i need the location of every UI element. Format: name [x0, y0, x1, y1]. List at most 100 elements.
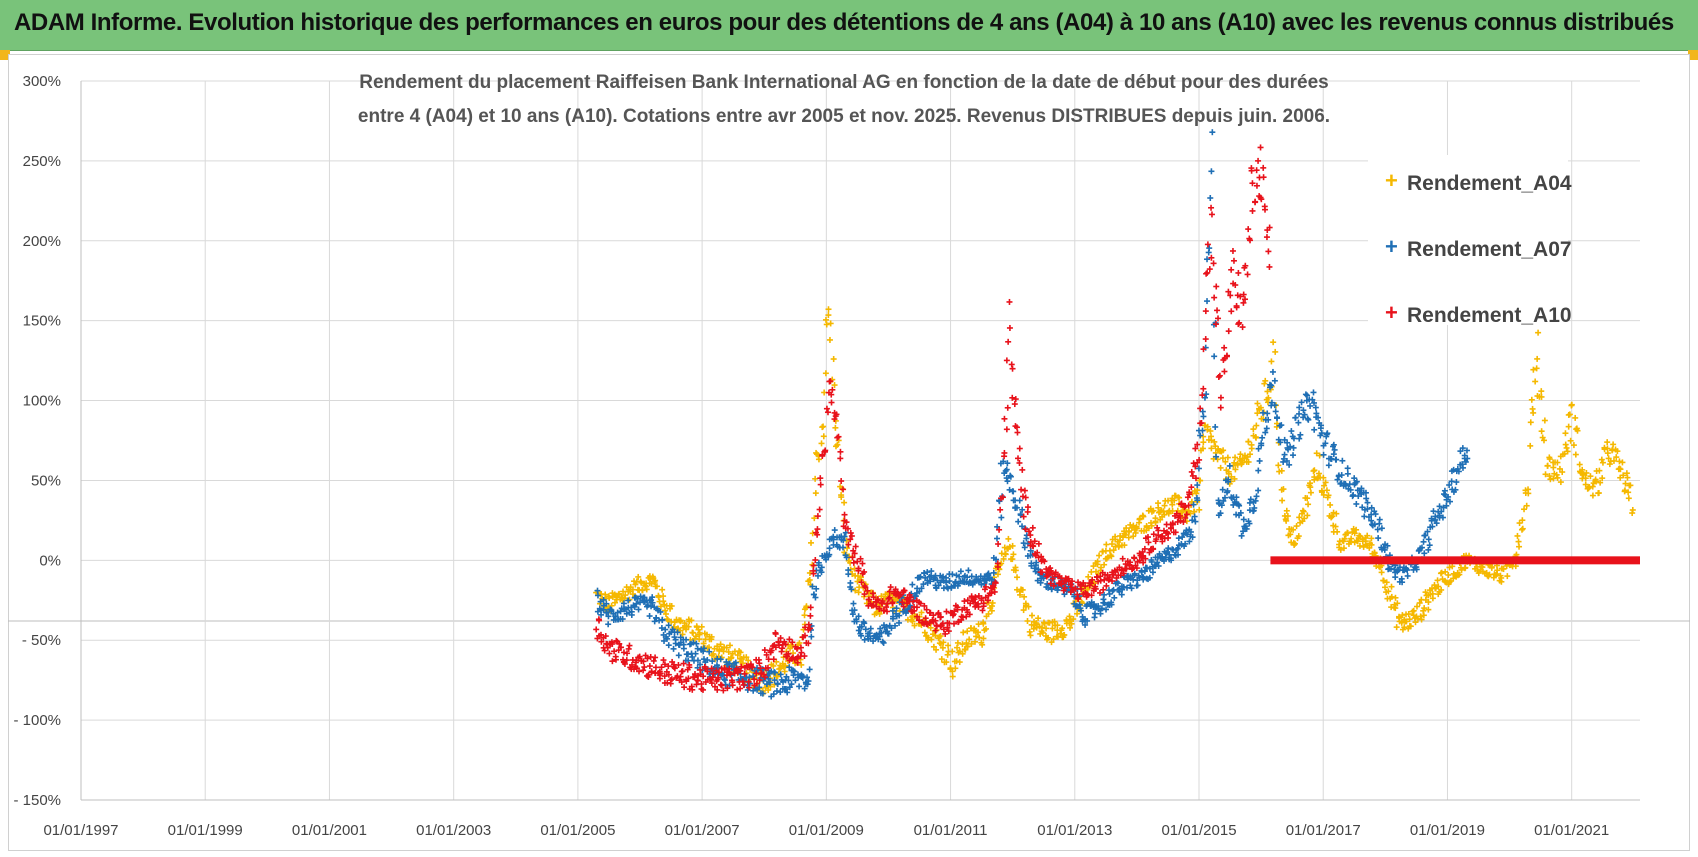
point-marker — [1515, 538, 1522, 545]
point-marker — [1103, 606, 1110, 613]
point-marker — [978, 581, 985, 588]
point-marker — [1136, 515, 1143, 522]
point-marker — [834, 441, 841, 448]
x-tick-label: 01/01/2017 — [1286, 822, 1361, 839]
point-marker — [1462, 564, 1469, 571]
point-marker — [1392, 605, 1399, 612]
point-marker — [1108, 553, 1115, 560]
point-marker — [1143, 564, 1150, 571]
point-marker — [1301, 515, 1308, 522]
point-marker — [1041, 620, 1048, 627]
point-marker — [813, 585, 820, 592]
point-marker — [1085, 573, 1092, 580]
point-marker — [1194, 497, 1201, 504]
point-marker — [1554, 474, 1561, 481]
point-marker — [1230, 257, 1237, 264]
point-marker — [1031, 565, 1038, 572]
point-marker — [1371, 549, 1378, 556]
point-marker — [781, 668, 788, 675]
point-marker — [916, 588, 923, 595]
point-marker — [1094, 561, 1101, 568]
point-marker — [1175, 535, 1182, 542]
point-marker — [979, 607, 986, 614]
point-marker — [1498, 574, 1505, 581]
point-marker — [1576, 461, 1583, 468]
point-marker — [1057, 630, 1064, 637]
point-marker — [963, 639, 970, 646]
point-marker — [826, 551, 833, 558]
point-marker — [993, 535, 1000, 542]
point-marker — [831, 382, 838, 389]
point-marker — [1100, 586, 1107, 593]
point-marker — [1269, 368, 1276, 375]
point-marker — [1254, 410, 1261, 417]
point-marker — [1149, 569, 1156, 576]
point-marker — [1027, 547, 1034, 554]
point-marker — [1248, 441, 1255, 448]
point-marker — [1208, 211, 1215, 218]
point-marker — [1169, 508, 1176, 515]
point-marker — [1563, 444, 1570, 451]
point-marker — [620, 600, 627, 607]
point-marker — [911, 622, 918, 629]
point-marker — [1412, 619, 1419, 626]
point-marker — [1293, 523, 1300, 530]
point-marker — [1420, 538, 1427, 545]
point-marker — [593, 626, 600, 633]
point-marker — [675, 652, 682, 659]
point-marker — [750, 673, 757, 680]
point-marker — [1429, 595, 1436, 602]
point-marker — [1013, 504, 1020, 511]
point-marker — [1249, 207, 1256, 214]
point-marker — [1048, 585, 1055, 592]
point-marker — [1096, 552, 1103, 559]
point-marker — [949, 668, 956, 675]
point-marker — [1225, 468, 1232, 475]
point-marker — [952, 665, 959, 672]
point-marker — [973, 633, 980, 640]
point-marker — [831, 527, 838, 534]
point-marker — [1420, 612, 1427, 619]
legend-marker: + — [1385, 234, 1398, 259]
point-marker — [1154, 559, 1161, 566]
point-marker — [801, 685, 808, 692]
point-marker — [1421, 550, 1428, 557]
point-marker — [1092, 610, 1099, 617]
y-tick-label: - 150% — [13, 792, 61, 809]
point-marker — [1183, 518, 1190, 525]
point-marker — [710, 650, 717, 657]
point-marker — [818, 440, 825, 447]
point-marker — [696, 631, 703, 638]
point-marker — [1425, 536, 1432, 543]
point-marker — [1351, 530, 1358, 537]
point-marker — [1442, 568, 1449, 575]
point-marker — [745, 657, 752, 664]
point-marker — [632, 581, 639, 588]
point-marker — [664, 616, 671, 623]
point-marker — [648, 603, 655, 610]
point-marker — [1382, 584, 1389, 591]
point-marker — [878, 629, 885, 636]
point-marker — [1392, 594, 1399, 601]
point-marker — [714, 643, 721, 650]
point-marker — [848, 586, 855, 593]
point-marker — [1019, 506, 1026, 513]
point-marker — [766, 679, 773, 686]
point-marker — [594, 592, 601, 599]
point-marker — [1228, 473, 1235, 480]
point-marker — [1436, 503, 1443, 510]
point-marker — [1378, 569, 1385, 576]
point-marker — [1261, 380, 1268, 387]
point-marker — [1043, 625, 1050, 632]
point-marker — [688, 617, 695, 624]
point-marker — [1280, 486, 1287, 493]
point-marker — [605, 613, 612, 620]
point-marker — [1265, 394, 1272, 401]
point-marker — [954, 639, 961, 646]
point-marker — [1525, 490, 1532, 497]
point-marker — [1008, 361, 1015, 368]
point-marker — [823, 405, 830, 412]
point-marker — [855, 627, 862, 634]
point-marker — [598, 611, 605, 618]
point-marker — [1257, 144, 1264, 151]
